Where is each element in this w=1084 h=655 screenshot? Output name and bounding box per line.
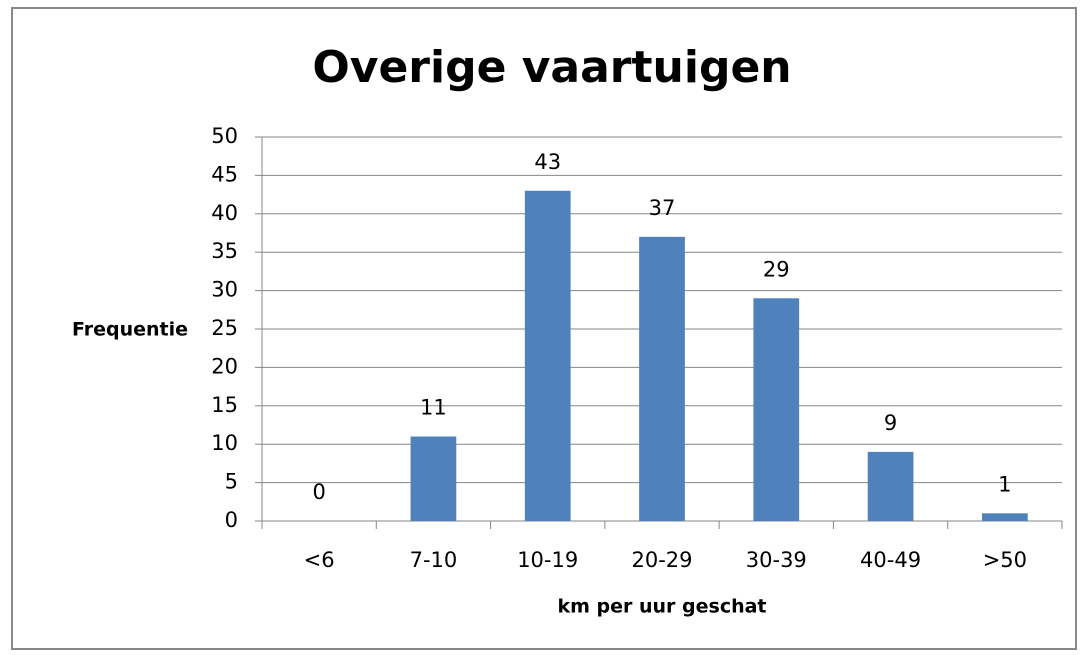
y-tick-label: 45 [211,162,238,186]
y-tick-label: 40 [211,201,238,225]
bar [524,190,571,521]
y-tick-label: 50 [211,124,238,148]
y-tick-label: 20 [211,354,238,378]
bar [410,436,457,521]
x-tick-label: 10-19 [517,548,578,572]
y-tick-label: 25 [211,316,238,340]
data-label: 0 [312,480,325,504]
data-label: 37 [649,196,676,220]
y-tick-label: 15 [211,393,238,417]
y-tick-label: 30 [211,278,238,302]
x-tick-label: 40-49 [860,548,921,572]
bar [753,298,800,521]
data-label: 1 [998,472,1011,496]
bar [867,451,914,521]
y-tick-label: 10 [211,431,238,455]
x-tick-label: 30-39 [746,548,807,572]
data-label: 43 [534,150,561,174]
chart-title: Overige vaartuigen [312,42,791,93]
data-label: 29 [763,257,790,281]
y-tick-label: 0 [225,508,238,532]
bar [639,236,685,521]
x-tick-label: 20-29 [631,548,692,572]
y-axis-title: Frequentie [72,319,188,341]
bar [982,513,1028,521]
x-tick-label: 7-10 [410,548,458,572]
y-tick-label: 35 [211,239,238,263]
x-axis-title: km per uur geschat [557,596,766,618]
data-label: 9 [884,411,897,435]
x-tick-label: >50 [983,548,1027,572]
data-label: 11 [420,396,447,420]
x-tick-label: <6 [304,548,335,572]
y-tick-label: 5 [225,470,238,494]
